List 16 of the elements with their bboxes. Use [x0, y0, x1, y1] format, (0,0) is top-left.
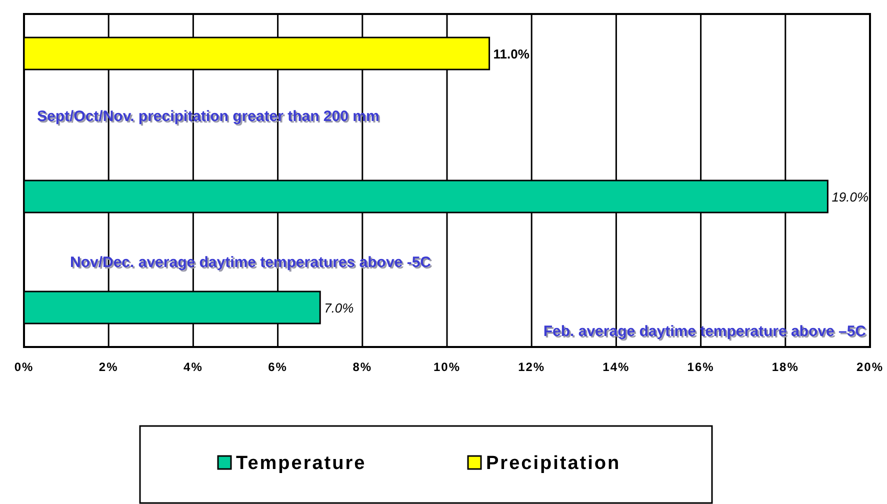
x-tick-label: 2% — [98, 360, 118, 374]
x-tick-label: 6% — [268, 360, 288, 374]
x-tick-label: 8% — [352, 360, 372, 374]
x-tick-label: 12% — [518, 360, 546, 374]
legend-label: Temperature — [236, 453, 366, 474]
x-tick-label: 18% — [772, 360, 799, 374]
legend-label: Precipitation — [486, 453, 621, 474]
data-label: 11.0% — [493, 46, 530, 62]
x-tick-label: 14% — [602, 360, 630, 374]
data-label: 7.0% — [324, 300, 354, 316]
x-tick-label: 16% — [687, 360, 714, 374]
x-tick-label: 20% — [856, 360, 884, 374]
x-tick-label: 0% — [14, 360, 34, 374]
x-tick-label: 4% — [184, 360, 203, 374]
data-label: 19.0% — [832, 190, 869, 204]
x-tick-label: 10% — [433, 360, 461, 374]
